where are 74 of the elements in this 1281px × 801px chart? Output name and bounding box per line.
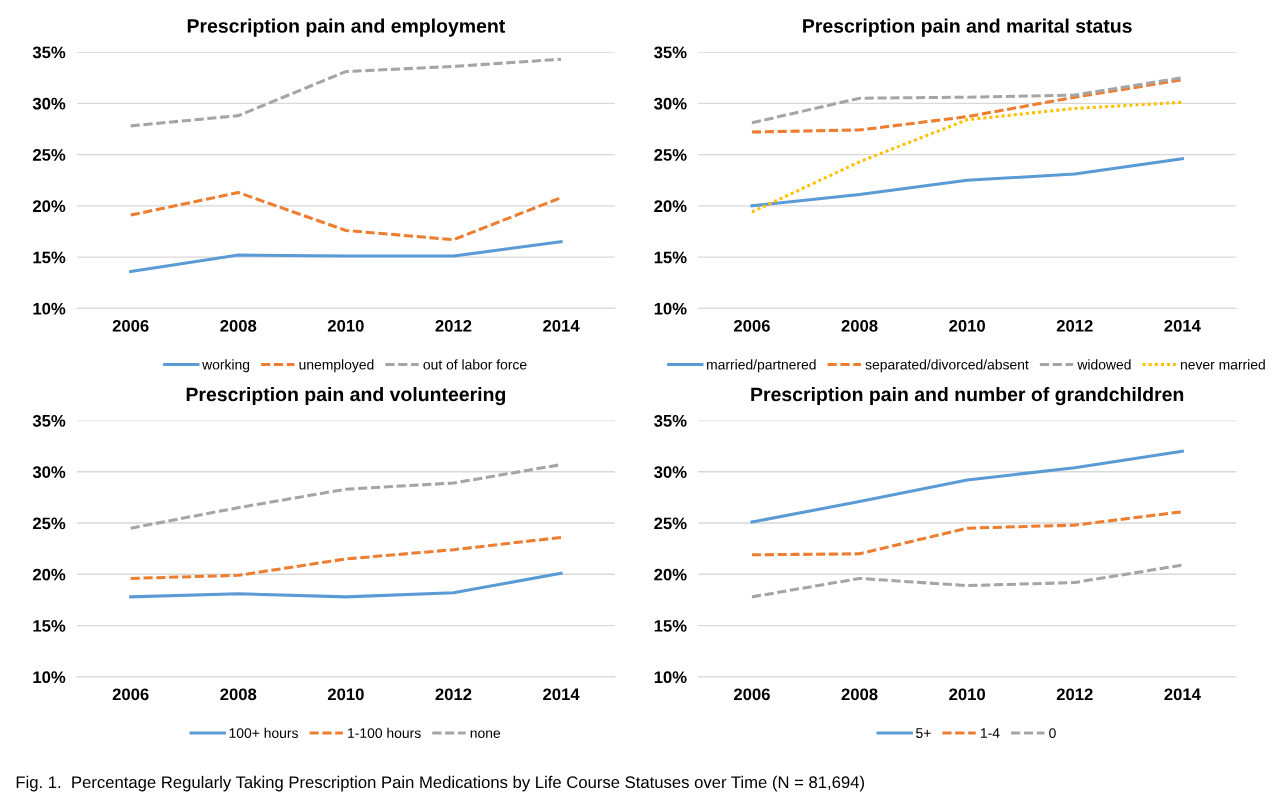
legend-label: working	[202, 359, 250, 373]
legend-label: 1-100 hours	[348, 727, 421, 738]
y-tick-label: 20%	[32, 568, 66, 581]
legend-label: unemployed	[299, 359, 374, 373]
x-tick-label: 2012	[435, 688, 472, 701]
y-tick-label: 35%	[654, 46, 687, 59]
x-tick-label: 2012	[1056, 688, 1093, 701]
y-tick-label: 15%	[654, 251, 687, 264]
x-tick-label: 2008	[220, 688, 257, 701]
line-series	[750, 76, 1184, 125]
y-tick-label: 30%	[32, 466, 66, 479]
x-tick-label: 2006	[112, 688, 149, 701]
line-series	[129, 571, 563, 599]
y-tick-label: 20%	[654, 200, 687, 213]
y-tick-label: 25%	[32, 517, 66, 530]
legend-label: out of labor force	[423, 359, 527, 370]
legend-label: 100+ hours	[229, 727, 298, 738]
line-series	[129, 57, 563, 128]
line-series	[750, 78, 1184, 134]
x-tick-label: 2012	[1056, 319, 1093, 332]
x-tick-label: 2014	[543, 688, 580, 701]
legend-label: 5+	[916, 728, 931, 738]
x-tick-label: 2010	[327, 319, 364, 332]
legend-label: none	[470, 730, 501, 738]
y-tick-label: 10%	[33, 302, 66, 315]
y-tick-label: 20%	[32, 200, 66, 213]
line-series	[750, 563, 1184, 599]
line-series	[750, 157, 1184, 208]
y-tick-label: 25%	[654, 517, 687, 530]
chart-title: Prescription pain and number of grandchildren	[751, 386, 1184, 406]
x-tick-label: 2010	[949, 688, 986, 701]
y-tick-label: 15%	[33, 620, 66, 632]
x-tick-label: 2010	[949, 319, 986, 332]
y-tick-label: 30%	[32, 97, 66, 110]
chart-title: Prescription pain and marital status	[803, 18, 1132, 37]
line-series	[750, 100, 1184, 214]
chart-title: Prescription pain and volunteering	[186, 386, 506, 406]
x-tick-label: 2012	[435, 319, 472, 332]
x-tick-label: 2008	[841, 688, 878, 701]
chart-title: Prescription pain and employment	[187, 18, 506, 37]
caption: Fig. 1. Percentage Regularly Taking Prescription Pain Medications by Life Course Statuses over Time (N = 81,694)	[16, 775, 864, 792]
x-tick-label: 2008	[220, 319, 257, 332]
y-tick-label: 35%	[32, 414, 66, 427]
x-tick-label: 2006	[733, 319, 770, 332]
legend-label: separated/divorced/absent	[865, 359, 1029, 373]
line-series	[129, 240, 563, 273]
y-tick-label: 20%	[654, 568, 687, 581]
x-tick-label: 2006	[733, 688, 770, 701]
y-tick-label: 10%	[654, 302, 687, 315]
y-tick-label: 15%	[654, 620, 687, 632]
y-tick-label: 25%	[32, 148, 66, 161]
y-tick-label: 25%	[654, 148, 687, 161]
y-tick-label: 35%	[32, 46, 66, 59]
legend-label: married/partnered	[707, 359, 816, 373]
y-tick-label: 35%	[654, 414, 687, 427]
y-tick-label: 15%	[33, 251, 66, 264]
y-tick-label: 30%	[654, 466, 687, 479]
legend-label: never married	[1180, 359, 1265, 370]
x-tick-label: 2014	[1164, 688, 1201, 701]
line-series	[750, 510, 1184, 557]
line-series	[750, 449, 1184, 524]
line-series	[129, 191, 563, 242]
x-tick-label: 2008	[841, 319, 878, 332]
x-tick-label: 2014	[543, 319, 580, 332]
legend-label: 0	[1049, 728, 1056, 738]
x-tick-label: 2010	[327, 688, 364, 701]
legend-label: 1-4	[980, 728, 1000, 738]
y-tick-label: 30%	[654, 97, 687, 110]
y-tick-label: 10%	[654, 671, 687, 684]
legend-label: widowed	[1077, 359, 1131, 370]
x-tick-label: 2006	[112, 319, 149, 332]
x-tick-label: 2014	[1164, 319, 1201, 332]
y-tick-label: 10%	[33, 671, 66, 684]
line-series	[129, 535, 563, 580]
